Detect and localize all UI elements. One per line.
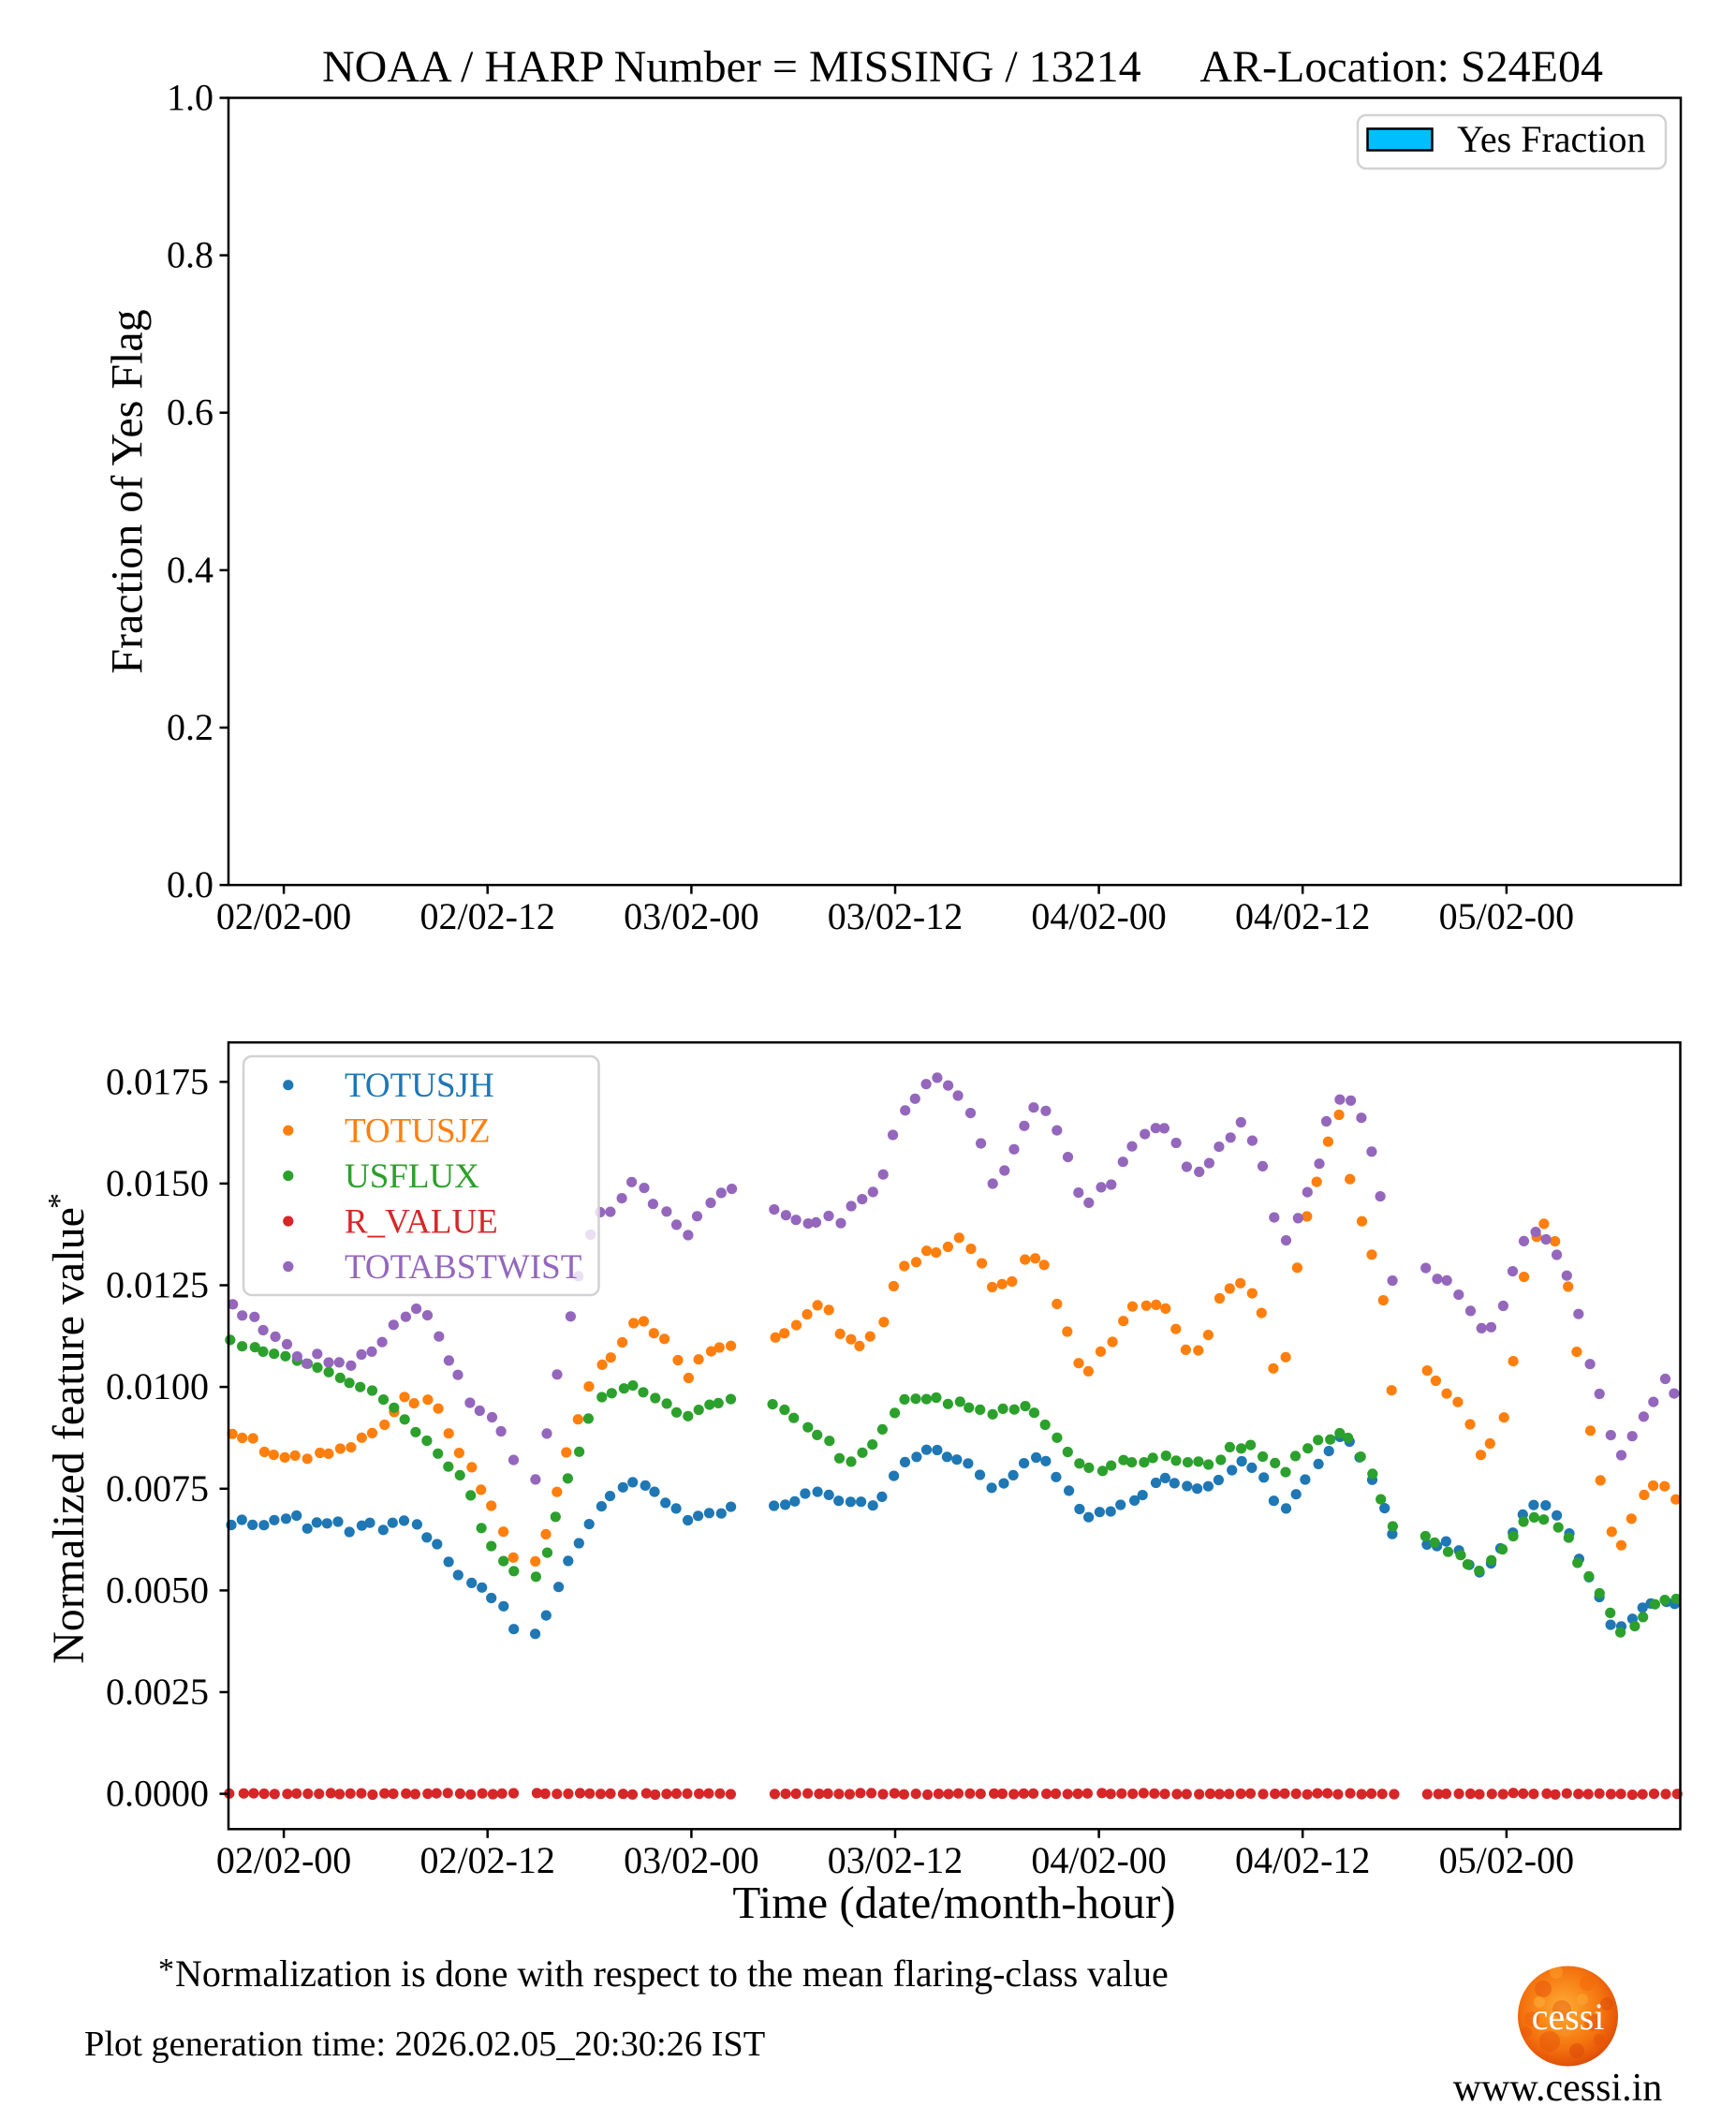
svg-text:03/02-12: 03/02-12 xyxy=(828,1839,963,1881)
svg-text:02/02-00: 02/02-00 xyxy=(216,895,351,937)
svg-text:0.2: 0.2 xyxy=(167,706,213,748)
svg-text:R_VALUE: R_VALUE xyxy=(345,1203,498,1242)
svg-text:0.0000: 0.0000 xyxy=(106,1773,209,1815)
svg-text:0.0150: 0.0150 xyxy=(106,1162,209,1204)
svg-text:1.0: 1.0 xyxy=(167,77,213,119)
svg-text:Normalized feature value: Normalized feature value xyxy=(44,1207,94,1664)
svg-text:0.0: 0.0 xyxy=(167,863,213,906)
svg-text:www.cessi.in: www.cessi.in xyxy=(1453,2067,1663,2110)
svg-text:TOTUSJZ: TOTUSJZ xyxy=(345,1112,491,1151)
svg-text:02/02-12: 02/02-12 xyxy=(419,1839,554,1881)
svg-text:0.0050: 0.0050 xyxy=(106,1569,209,1611)
svg-text:04/02-00: 04/02-00 xyxy=(1031,895,1166,937)
svg-text:AR-Location: S24E04: AR-Location: S24E04 xyxy=(1199,42,1603,92)
svg-text:0.0125: 0.0125 xyxy=(106,1264,209,1306)
svg-text:0.0100: 0.0100 xyxy=(106,1365,209,1407)
svg-text:03/02-00: 03/02-00 xyxy=(624,895,758,937)
svg-text:*: * xyxy=(42,1193,77,1209)
svg-text:Time (date/month-hour): Time (date/month-hour) xyxy=(732,1877,1175,1928)
svg-text:0.0025: 0.0025 xyxy=(106,1671,209,1713)
svg-text:02/02-12: 02/02-12 xyxy=(419,895,554,937)
svg-text:Plot generation time: 2026.02.: Plot generation time: 2026.02.05_20:30:2… xyxy=(84,2025,765,2064)
svg-text:cessi: cessi xyxy=(1532,1996,1605,2038)
svg-text:0.0075: 0.0075 xyxy=(106,1467,209,1510)
svg-text:0.0175: 0.0175 xyxy=(106,1060,209,1102)
svg-text:04/02-00: 04/02-00 xyxy=(1031,1839,1166,1881)
svg-text:0.6: 0.6 xyxy=(167,391,213,434)
svg-text:Normalization is done with res: Normalization is done with respect to th… xyxy=(175,1952,1169,1995)
svg-text:0.4: 0.4 xyxy=(167,549,213,591)
svg-text:USFLUX: USFLUX xyxy=(345,1157,479,1196)
svg-text:0.8: 0.8 xyxy=(167,234,213,276)
svg-text:02/02-00: 02/02-00 xyxy=(216,1839,351,1881)
svg-text:Fraction of Yes Flag: Fraction of Yes Flag xyxy=(103,309,153,673)
svg-text:05/02-00: 05/02-00 xyxy=(1439,1839,1574,1881)
svg-text:Yes Fraction: Yes Fraction xyxy=(1457,118,1646,160)
svg-text:04/02-12: 04/02-12 xyxy=(1235,1839,1370,1881)
svg-text:04/02-12: 04/02-12 xyxy=(1235,895,1370,937)
svg-text:NOAA / HARP Number = MISSING /: NOAA / HARP Number = MISSING / 13214 xyxy=(322,42,1141,92)
svg-text:05/02-00: 05/02-00 xyxy=(1439,895,1574,937)
svg-text:TOTABSTWIST: TOTABSTWIST xyxy=(345,1248,581,1287)
svg-text:*: * xyxy=(158,1952,174,1987)
svg-text:TOTUSJH: TOTUSJH xyxy=(345,1067,494,1105)
svg-text:03/02-12: 03/02-12 xyxy=(828,895,963,937)
svg-text:03/02-00: 03/02-00 xyxy=(624,1839,758,1881)
